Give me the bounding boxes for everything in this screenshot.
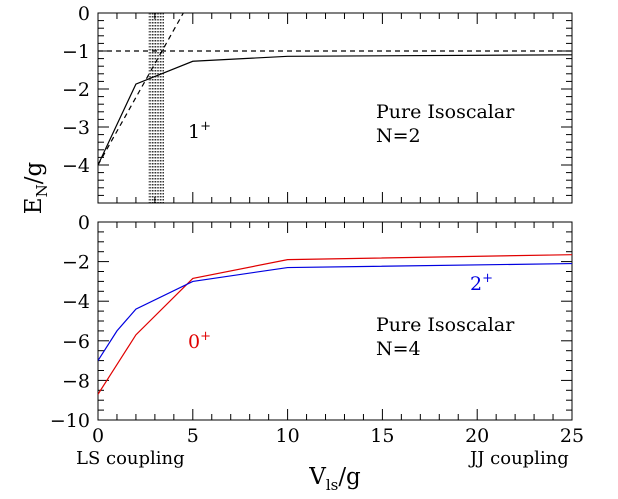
x-tick-label: 10 (276, 425, 300, 447)
series-line-0 (98, 54, 572, 166)
series-label-0plus-number: 0 (188, 331, 200, 353)
y-axis-title-main: E (21, 197, 47, 214)
ls-coupling-caption: LS coupling (76, 448, 185, 469)
x-axis-title-main: V (308, 464, 326, 490)
x-axis-title-sub: ls (326, 476, 339, 494)
x-axis-title-tail: /g (338, 464, 361, 490)
top-frame (97, 12, 573, 204)
bottom-panel: 0−2−4−6−8−10 0 5 10 15 20 25 0+ 2+ Pure Isosc… (50, 212, 584, 447)
bottom-xticks (97, 222, 573, 420)
x-tick-label: 20 (465, 425, 489, 447)
series-label-0plus: 0+ (188, 329, 211, 353)
series-label-0plus-parity: + (200, 329, 211, 344)
jj-coupling-caption: JJ coupling (468, 448, 569, 469)
top-state-parity: + (200, 119, 211, 134)
y-axis-title-tail: /g (21, 162, 47, 185)
top-xticks (97, 13, 573, 203)
series-line-2plus (98, 262, 572, 361)
series-label-2plus-number: 2 (470, 273, 482, 295)
y-tick-label: −6 (62, 331, 90, 353)
y-tick-label: −4 (62, 155, 90, 177)
x-axis-title: Vls/g (308, 464, 361, 494)
bottom-yticks (98, 221, 572, 421)
x-tick-label: 0 (92, 425, 104, 447)
top-description-line2: N=2 (376, 125, 421, 147)
top-yticklabels: 0 −1 −2 −3 −4 (62, 3, 90, 177)
top-series (98, 13, 572, 166)
top-shaded-band (148, 13, 164, 203)
bottom-description-line2: N=4 (376, 338, 421, 360)
y-tick-label: −2 (62, 79, 90, 101)
y-axis-title: EN/g (21, 162, 51, 215)
series-label-2plus-parity: + (482, 271, 493, 286)
top-state-label: 1+ (188, 119, 211, 143)
y-tick-label: −4 (62, 291, 90, 313)
y-tick-label: −8 (62, 370, 90, 392)
y-axis-title-text: EN/g (21, 162, 51, 215)
top-panel: 0 −1 −2 −3 −4 1+ Pure Isoscalar N=2 (62, 3, 573, 204)
bottom-series (98, 254, 572, 395)
y-tick-label: −10 (50, 410, 90, 432)
bottom-description-line1: Pure Isoscalar (376, 314, 515, 336)
top-description-line1: Pure Isoscalar (376, 101, 515, 123)
series-line-0plus (98, 254, 572, 395)
bottom-yticklabels: 0 −2 −4 −6 −8 −10 (50, 212, 90, 432)
top-state-number: 1 (188, 121, 200, 143)
x-tick-label: 25 (560, 425, 584, 447)
y-tick-label: −1 (62, 41, 90, 63)
y-tick-label: 0 (78, 212, 90, 234)
y-tick-label: 0 (78, 3, 90, 25)
y-tick-label: −2 (62, 252, 90, 274)
x-tick-label: 5 (187, 425, 199, 447)
x-tick-label: 15 (370, 425, 394, 447)
y-tick-label: −3 (62, 117, 90, 139)
y-axis-title-sub: N (33, 184, 51, 197)
bottom-xticklabels: 0 5 10 15 20 25 (92, 425, 584, 447)
series-line-1 (98, 13, 184, 166)
series-label-2plus: 2+ (470, 271, 493, 295)
